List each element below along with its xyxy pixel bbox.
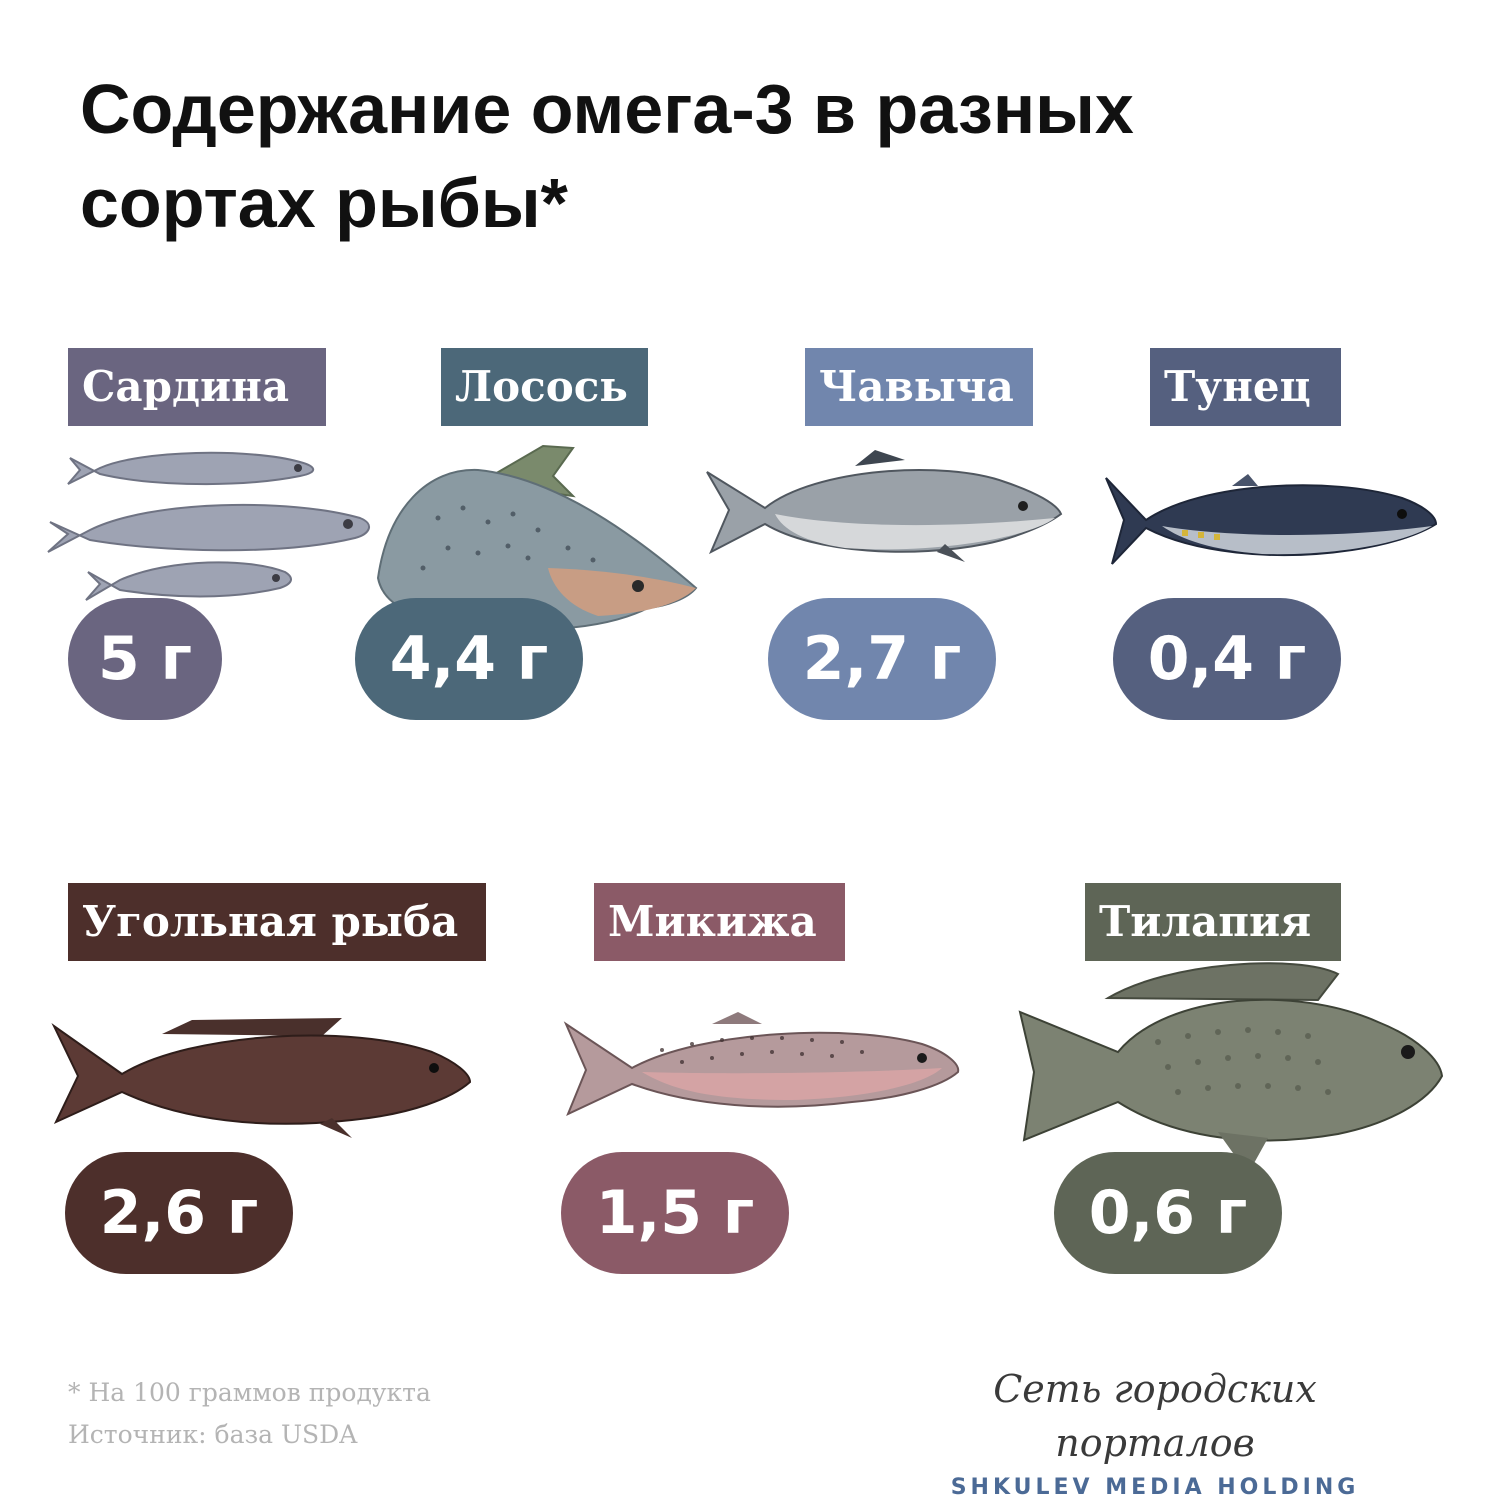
fish-name-label: Тилапия [1085,883,1341,961]
fish-value-badge: 2,7 г [768,598,996,720]
fish-value-badge: 2,6 г [65,1152,293,1274]
fish-name-label: Микижа [594,883,845,961]
tilapia-icon [1018,962,1444,1174]
sablefish-icon [51,1018,472,1138]
salmon-icon [376,444,698,631]
trout-icon [563,1012,960,1116]
fish-value-badge: 1,5 г [561,1152,789,1274]
footnote-per-100g: * На 100 граммов продукта [68,1378,431,1407]
footnote: * На 100 граммов продукта Источник: база… [68,1372,431,1456]
fish-value-badge: 0,6 г [1054,1152,1282,1274]
chinook-icon [706,450,1063,562]
fish-value-badge: 5 г [68,598,222,720]
brand-holding-name: SHKULEV MEDIA HOLDING [950,1475,1360,1500]
footnote-source: Источник: база USDA [68,1420,358,1449]
fish-name-label: Угольная рыба [68,883,486,961]
title-line-2: сортах рыбы* [80,164,568,242]
fish-name-label: Сардина [68,348,326,426]
page-title: Содержание омега-3 в разных сортах рыбы* [80,62,1380,250]
brand-network-name: Сеть городских порталов [993,1367,1317,1465]
fish-name-label: Чавыча [805,348,1033,426]
fish-value-badge: 4,4 г [355,598,583,720]
title-line-1: Содержание омега-3 в разных [80,70,1134,148]
tuna-icon [1105,474,1438,565]
fish-value-badge: 0,4 г [1113,598,1341,720]
fish-name-label: Тунец [1150,348,1341,426]
brand-logo: Сеть городских порталов SHKULEV MEDIA HO… [900,1362,1410,1506]
fish-name-label: Лосось [441,348,648,426]
sardine-icon [47,451,370,601]
